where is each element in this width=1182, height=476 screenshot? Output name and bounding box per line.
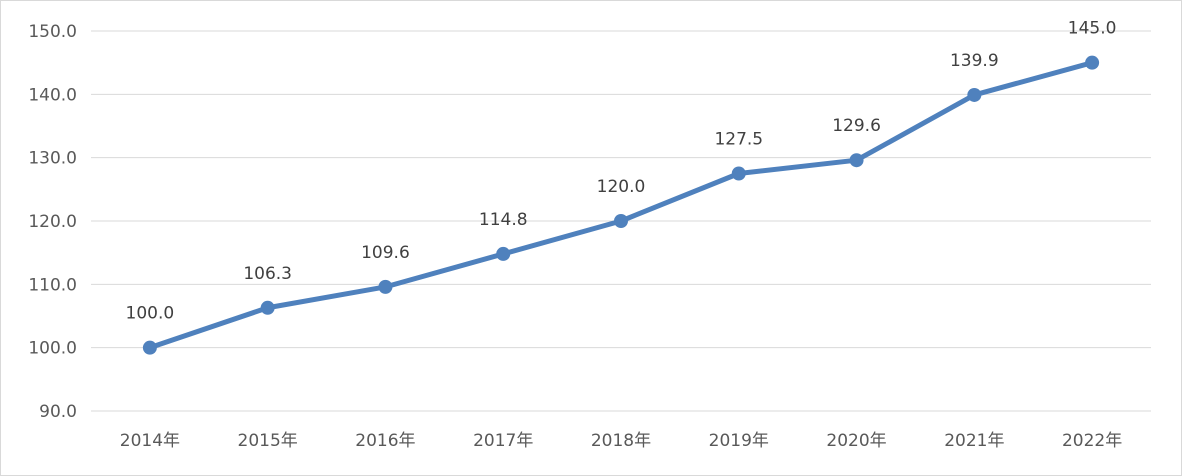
data-label: 114.8 [479, 210, 528, 230]
series-line [147, 60, 1095, 351]
data-label: 106.3 [243, 264, 292, 284]
data-label: 129.6 [832, 116, 881, 136]
data-point [731, 166, 746, 181]
y-tick-label: 140.0 [28, 85, 77, 105]
x-tick-label: 2017年 [473, 431, 533, 451]
data-label: 109.6 [361, 243, 410, 263]
y-tick-label: 100.0 [28, 339, 77, 359]
data-point [260, 300, 275, 315]
data-label: 100.0 [126, 304, 175, 324]
data-labels: 100.0 106.3 109.6 114.8 120.0 127.5 129.6 139.9… [126, 19, 1117, 324]
series-layer [142, 55, 1100, 355]
x-axis: 2014年 2015年 2016年 2017年 2018年 2019年 2020年 2021年… [120, 431, 1122, 451]
x-tick-label: 2021年 [944, 431, 1004, 451]
data-point [378, 279, 393, 294]
data-label: 139.9 [950, 51, 999, 71]
y-tick-label: 130.0 [28, 149, 77, 169]
data-point [614, 214, 628, 228]
data-point [496, 246, 511, 261]
x-tick-label: 2015年 [238, 431, 298, 451]
x-tick-label: 2019年 [709, 431, 769, 451]
y-tick-label: 90.0 [39, 402, 77, 422]
x-tick-label: 2018年 [591, 431, 651, 451]
data-point [967, 87, 982, 102]
y-tick-label: 120.0 [28, 212, 77, 232]
data-label: 145.0 [1068, 19, 1117, 39]
y-tick-label: 150.0 [28, 22, 77, 42]
x-tick-label: 2014年 [120, 431, 180, 451]
x-tick-label: 2020年 [826, 431, 886, 451]
grid-layer [91, 30, 1151, 412]
data-point [1085, 55, 1100, 70]
x-tick-label: 2022年 [1062, 431, 1122, 451]
y-tick-label: 110.0 [28, 275, 77, 295]
data-label: 120.0 [597, 177, 646, 197]
data-point [849, 153, 864, 168]
data-label: 127.5 [714, 130, 763, 150]
y-axis: 90.0 100.0 110.0 120.0 130.0 140.0 150.0 [28, 22, 77, 422]
data-point [142, 340, 157, 355]
x-tick-label: 2016年 [355, 431, 415, 451]
